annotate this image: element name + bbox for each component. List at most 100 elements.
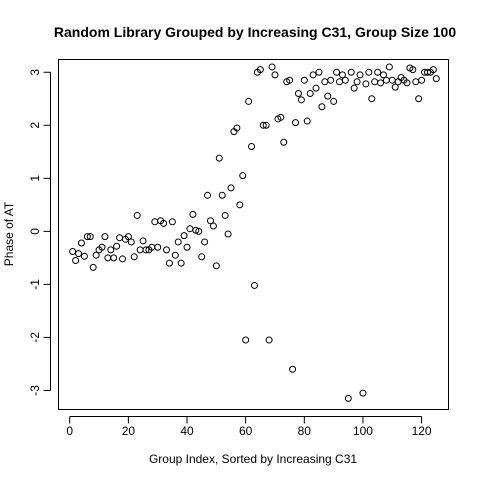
data-point <box>165 259 173 267</box>
data-point <box>168 218 176 226</box>
data-point <box>224 230 232 238</box>
data-point <box>124 233 132 241</box>
data-point <box>236 201 244 209</box>
data-point <box>385 63 393 71</box>
data-point <box>256 66 264 74</box>
data-point <box>136 246 144 254</box>
data-point <box>98 243 106 251</box>
data-point <box>377 79 385 87</box>
data-point <box>391 83 399 91</box>
data-point <box>350 84 358 92</box>
data-point <box>227 184 235 192</box>
data-point <box>116 234 124 242</box>
data-point <box>365 68 373 76</box>
x-tick-label: 60 <box>239 424 253 438</box>
data-point <box>394 78 402 86</box>
data-point <box>388 76 396 84</box>
data-point <box>327 76 335 84</box>
data-point <box>189 210 197 218</box>
data-point <box>171 251 179 259</box>
x-tick-label: 100 <box>353 424 373 438</box>
data-point <box>324 92 332 100</box>
data-point <box>133 211 141 219</box>
y-tick-label: -1 <box>28 279 42 290</box>
data-point <box>77 239 85 247</box>
data-point <box>432 75 440 83</box>
data-point <box>204 191 212 199</box>
data-point <box>418 76 426 84</box>
x-tick-label: 120 <box>412 424 432 438</box>
data-point <box>183 243 191 251</box>
data-point <box>268 63 276 71</box>
data-point <box>403 79 411 87</box>
y-tick-label: 0 <box>28 228 42 235</box>
data-point <box>259 121 267 129</box>
data-point <box>206 217 214 225</box>
data-point <box>344 394 352 402</box>
data-point <box>162 246 170 254</box>
data-point <box>277 113 285 121</box>
data-point <box>262 121 270 129</box>
y-tick-label: -2 <box>28 332 42 343</box>
data-point <box>306 89 314 97</box>
data-point <box>265 336 273 344</box>
plot-area-border <box>58 59 449 410</box>
data-point <box>315 68 323 76</box>
data-point <box>142 246 150 254</box>
data-point <box>356 71 364 79</box>
data-point <box>341 76 349 84</box>
data-point <box>69 248 77 255</box>
data-point <box>92 251 100 259</box>
data-point <box>186 225 194 233</box>
y-tick-label: -3 <box>28 385 42 396</box>
data-point <box>347 68 355 76</box>
data-point <box>80 252 88 260</box>
data-point <box>72 257 80 265</box>
data-point <box>250 281 258 289</box>
data-point <box>248 143 256 150</box>
data-point <box>297 96 305 104</box>
data-point <box>86 233 94 241</box>
data-point <box>209 222 217 230</box>
data-point <box>338 71 346 79</box>
data-point <box>233 124 241 132</box>
data-point <box>294 89 302 97</box>
data-point <box>160 219 168 227</box>
data-point <box>242 336 250 344</box>
x-axis: 0 20 40 60 80 100 120 <box>66 416 432 438</box>
data-point <box>374 68 382 76</box>
data-point <box>174 238 182 246</box>
data-point <box>239 172 247 180</box>
x-tick-label: 0 <box>66 424 73 438</box>
data-point <box>198 253 206 261</box>
y-tick-label: 2 <box>28 122 42 129</box>
data-point <box>330 97 338 105</box>
data-point <box>423 68 431 76</box>
data-point <box>83 233 91 241</box>
data-point <box>415 95 423 103</box>
y-axis-label: Phase of AT <box>2 201 16 266</box>
data-point <box>318 103 326 111</box>
data-point <box>113 242 121 250</box>
data-point <box>312 84 320 92</box>
x-tick-label: 20 <box>122 424 136 438</box>
data-point <box>154 243 162 251</box>
data-point <box>192 226 200 234</box>
data-point <box>127 238 135 246</box>
data-point <box>371 78 379 86</box>
data-point <box>101 233 109 241</box>
data-point <box>180 232 188 240</box>
data-point <box>300 76 308 84</box>
data-point <box>110 254 118 262</box>
y-tick-label: 1 <box>28 175 42 182</box>
data-point <box>245 97 253 105</box>
data-point <box>336 78 344 86</box>
data-point <box>89 263 97 271</box>
x-axis-label: Group Index, Sorted by Increasing C31 <box>149 452 357 466</box>
data-point <box>271 71 279 79</box>
data-points <box>69 63 440 402</box>
x-tick-label: 40 <box>180 424 194 438</box>
data-point <box>119 255 127 263</box>
x-tick-label: 80 <box>298 424 312 438</box>
data-point <box>412 78 420 86</box>
